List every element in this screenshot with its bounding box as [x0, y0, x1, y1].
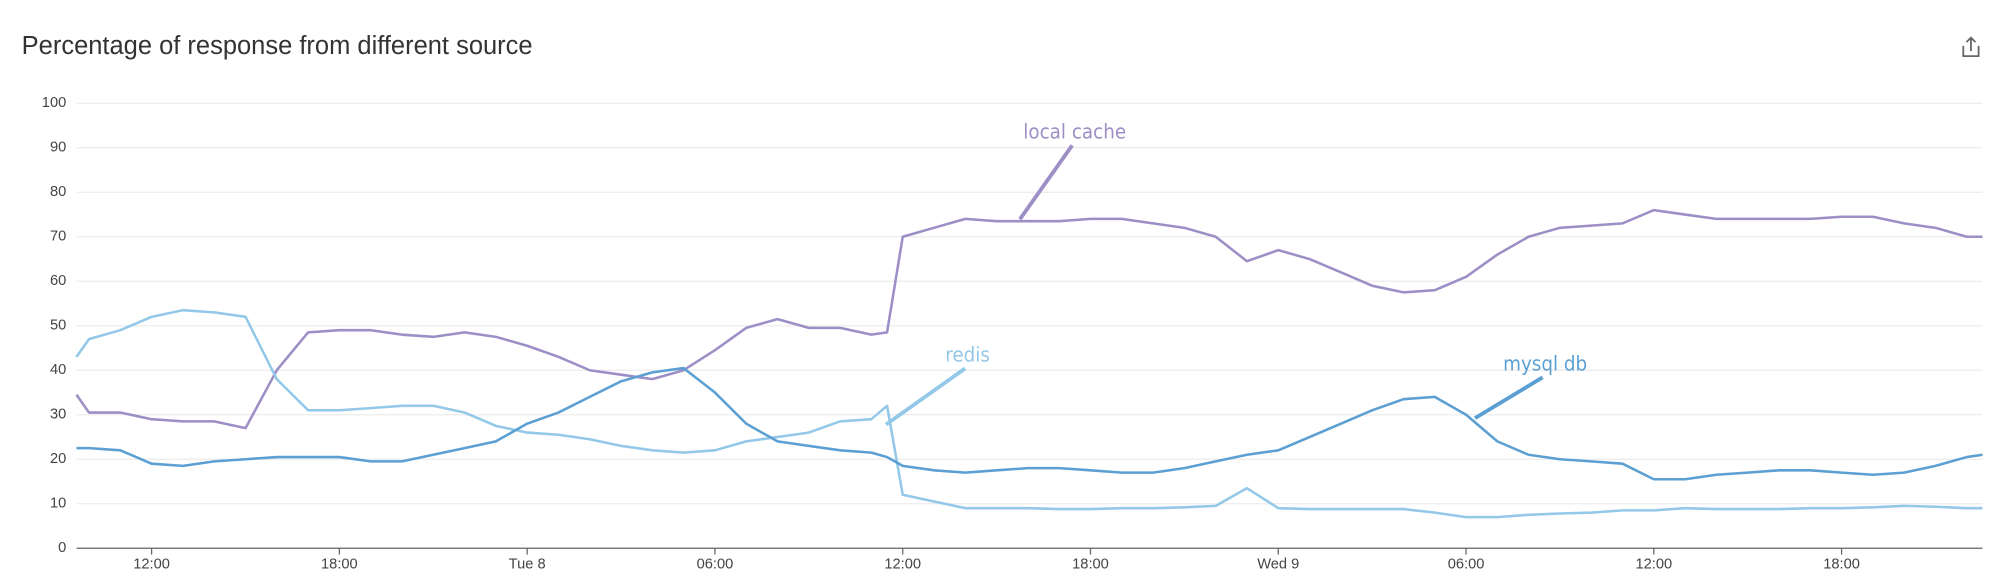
x-tick-label: 18:00 — [321, 557, 358, 573]
callout-line — [884, 366, 967, 427]
y-tick-label: 90 — [50, 140, 66, 156]
series-line — [76, 366, 1983, 481]
series-line — [75, 308, 1983, 519]
x-tick-label: 12:00 — [1635, 557, 1672, 573]
y-tick-label: 70 — [50, 229, 66, 245]
annotation: redis — [945, 343, 990, 367]
share-box[interactable] — [1962, 45, 1980, 57]
y-tick-label: 80 — [50, 184, 66, 200]
series-line — [75, 208, 1983, 430]
callout-line — [1018, 144, 1074, 221]
x-tick-label: Wed 9 — [1257, 557, 1299, 573]
chart-title: Percentage of response from different so… — [22, 32, 533, 60]
x-tick-label: Tue 8 — [509, 557, 546, 573]
x-tick-label: 06:00 — [1448, 557, 1485, 573]
y-tick-label: 40 — [50, 362, 66, 378]
x-tick-label: 06:00 — [697, 557, 734, 573]
y-tick-label: 0 — [58, 540, 66, 556]
x-tick-label: 18:00 — [1072, 557, 1109, 573]
y-tick-label: 10 — [50, 496, 66, 512]
annotation: mysql db — [1503, 352, 1587, 376]
x-tick-label: 12:00 — [884, 557, 921, 573]
share-arrow[interactable] — [1965, 36, 1977, 51]
y-tick-label: 20 — [50, 451, 66, 467]
y-tick-label: 60 — [50, 273, 66, 289]
y-tick-label: 30 — [50, 407, 66, 423]
y-tick-label: 100 — [42, 95, 66, 111]
share-icon[interactable] — [1962, 36, 1980, 57]
x-tick-label: 12:00 — [133, 557, 170, 573]
x-tick-label: 18:00 — [1823, 557, 1860, 573]
annotation: local cache — [1023, 120, 1126, 144]
y-tick-label: 50 — [50, 318, 66, 334]
callout-line — [1474, 375, 1544, 420]
